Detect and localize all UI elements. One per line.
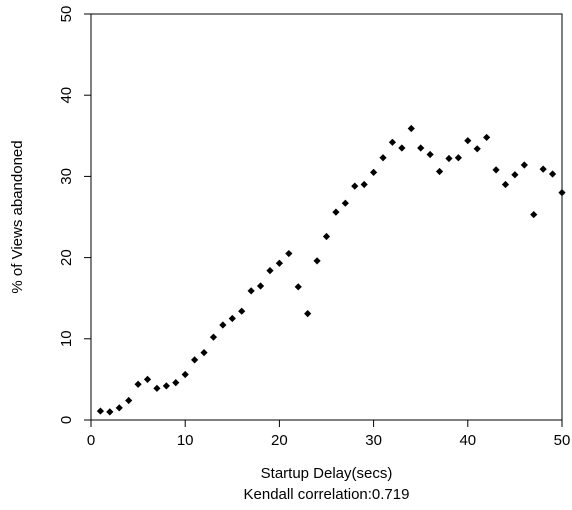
x-tick-label: 10 — [177, 432, 194, 449]
y-tick-label: 40 — [58, 87, 75, 104]
y-tick-label: 0 — [58, 416, 75, 424]
data-point — [407, 124, 415, 133]
data-point — [304, 310, 312, 318]
data-point — [294, 283, 302, 291]
data-point — [445, 154, 453, 163]
data-point — [115, 404, 123, 412]
data-point — [379, 154, 387, 162]
x-tick-label: 40 — [459, 432, 476, 449]
data-points — [96, 124, 566, 416]
data-point — [454, 154, 462, 162]
data-point — [322, 232, 331, 241]
data-point — [511, 171, 519, 179]
data-point — [209, 333, 218, 341]
data-point — [464, 137, 472, 145]
data-point — [435, 167, 444, 176]
data-point — [360, 180, 368, 189]
data-point — [256, 282, 265, 290]
data-point — [238, 307, 246, 315]
y-axis: 0 10 20 30 40 50 — [58, 6, 91, 424]
data-point — [520, 161, 528, 169]
data-point — [153, 384, 161, 392]
x-axis-label: Startup Delay(secs) — [261, 465, 393, 482]
x-tick-label: 30 — [365, 432, 382, 449]
plot-frame — [90, 13, 563, 421]
data-point — [162, 382, 170, 390]
data-point — [398, 144, 406, 152]
data-point — [228, 314, 236, 323]
data-point — [200, 349, 208, 357]
data-point — [332, 208, 340, 216]
data-point — [219, 321, 227, 329]
data-point — [539, 165, 547, 173]
x-tick-label: 50 — [554, 432, 571, 449]
data-point — [125, 396, 133, 405]
y-tick-label: 30 — [58, 168, 75, 185]
data-point — [191, 356, 199, 364]
data-point — [473, 145, 481, 153]
data-point — [172, 379, 180, 387]
x-axis: 0 10 20 30 40 50 — [87, 420, 571, 449]
y-tick-label: 20 — [58, 249, 75, 266]
y-tick-label: 10 — [58, 330, 75, 347]
y-tick-label: 50 — [58, 6, 75, 23]
data-point — [492, 166, 500, 174]
data-point — [417, 144, 425, 152]
data-point — [370, 168, 378, 176]
x-tick-label: 0 — [87, 432, 95, 449]
data-point — [558, 189, 566, 197]
data-point — [426, 150, 434, 159]
y-axis-label: % of Views abandoned — [9, 140, 26, 293]
data-point — [285, 249, 293, 258]
data-point — [134, 380, 142, 388]
x-tick-label: 20 — [271, 432, 288, 449]
data-point — [548, 170, 557, 178]
data-point — [530, 210, 538, 219]
data-point — [96, 407, 105, 415]
data-point — [275, 259, 283, 267]
data-point — [341, 199, 349, 207]
plot-area — [90, 13, 563, 421]
data-point — [501, 180, 510, 189]
data-point — [143, 375, 152, 383]
data-point — [388, 138, 397, 146]
data-point — [483, 133, 491, 142]
data-point — [266, 266, 274, 275]
data-point — [247, 287, 255, 295]
data-point — [351, 182, 359, 190]
x-axis-sublabel: Kendall correlation:0.719 — [244, 486, 410, 503]
data-point — [313, 257, 321, 265]
data-point — [106, 408, 114, 416]
data-point — [181, 370, 189, 379]
